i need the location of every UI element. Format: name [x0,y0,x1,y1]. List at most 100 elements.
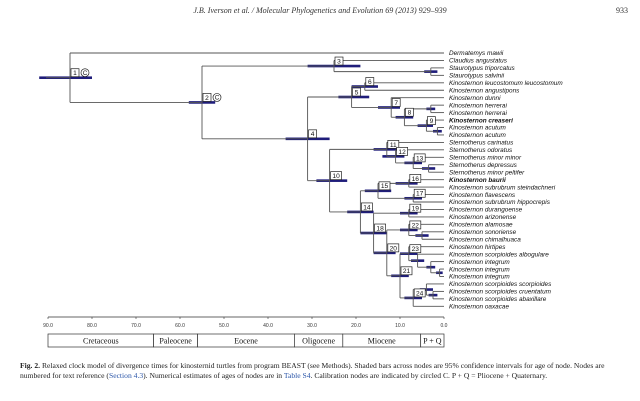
svg-text:17: 17 [416,191,424,198]
axis-tick-label: 80.0 [87,323,97,329]
svg-text:14: 14 [363,204,371,211]
svg-text:13: 13 [416,155,424,162]
taxon-label: Sternotherus minor minor [449,155,522,162]
svg-text:16: 16 [412,176,420,183]
taxon-label: Kinosternon durangoense [449,207,523,214]
svg-text:9: 9 [430,118,434,125]
svg-text:12: 12 [398,149,406,156]
taxon-label: Kinosternon acutum [449,125,507,132]
node-label-7: 7 [391,98,401,107]
taxon-label: Kinosternon scorpioides albogulare [449,251,549,258]
node-label-5: 5 [352,87,361,96]
node-label-16: 16 [409,174,422,183]
svg-text:2: 2 [205,95,209,102]
node-label-21: 21 [400,266,413,275]
taxon-label: Kinosternon dunni [449,95,501,102]
node-label-10: 10 [330,171,342,180]
calibration-marker: C [80,68,90,78]
svg-text:19: 19 [412,206,420,213]
axis-tick-label: 30.0 [307,323,317,329]
taxon-label: Kinosternon acutum [449,132,507,139]
taxon-label: Kinosternon herrerai [449,110,507,117]
svg-text:6: 6 [368,79,372,86]
node-label-3: 3 [334,56,344,65]
taxon-label: Sternotherus depressus [449,162,518,169]
table-link[interactable]: Table S4 [283,371,311,381]
axis-tick-label: 90.0 [43,323,53,329]
node-label-1: 1 [70,68,80,77]
epoch-label: Eocene [234,337,258,346]
taxon-label: Kinosternon scorpioides scorpioides [449,281,552,288]
taxon-label: Dermatemys mawii [449,50,504,57]
taxon-label: Kinosternon angustipons [449,87,520,94]
taxon-label: Kinosternon flavescens [449,192,516,199]
svg-text:7: 7 [394,100,398,107]
axis-tick-label: 0.0 [441,323,448,329]
caption-text-2: ). Numerical estimates of ages of nodes … [143,371,284,381]
taxon-label: Staurotypus salvinii [449,73,505,80]
node-label-4: 4 [308,129,317,138]
node-label-11: 11 [387,140,400,149]
node-label-15: 15 [378,181,391,190]
node-label-13: 13 [413,153,426,162]
axis-tick-label: 10.0 [395,323,405,329]
axis-tick-label: 50.0 [219,323,229,329]
node-label-17: 17 [413,188,426,198]
taxon-label: Kinosternon oaxacae [449,304,509,311]
svg-text:3: 3 [337,58,341,65]
node-label-19: 19 [409,203,422,213]
node-label-20: 20 [387,243,400,252]
svg-text:C: C [215,95,220,102]
epoch-label: Oligocene [302,337,335,346]
epoch-box [420,333,445,348]
axis-tick-label: 40.0 [263,323,273,329]
taxon-label: Kinosternon scorpioides cruentatum [449,289,552,296]
epoch-label: Paleocene [159,337,192,346]
section-link[interactable]: Section 4.3 [108,371,144,381]
svg-text:23: 23 [412,246,420,253]
svg-text:22: 22 [412,222,420,229]
taxon-label: Sternotherus odoratus [449,147,513,154]
svg-text:4: 4 [311,131,315,138]
taxon-label: Staurotypus triporcatus [449,65,516,72]
epoch-label: P + Q [423,337,442,346]
figure-caption: Fig. 2. Relaxed clock model of divergenc… [20,361,620,381]
taxon-label: Kinosternon integrum [449,259,510,266]
ci-bar [338,95,370,99]
taxon-label: Kinosternon integrum [449,266,510,273]
axis-tick-label: 60.0 [175,323,185,329]
node-label-23: 23 [409,244,422,253]
node-label-12: 12 [396,147,408,156]
taxon-label: Kinosternon scorpioides abaxillare [449,296,547,303]
time-axis: 90.0 80.0 70.0 60.0 50.0 40.0 30.0 20.0 10.0 0.0 C… [43,316,448,348]
svg-text:1: 1 [73,70,77,77]
svg-text:24: 24 [416,290,424,297]
taxon-label: Kinosternon subrubrum hippocrepis [449,199,551,206]
node-label-22: 22 [409,220,422,229]
calibration-marker: C [212,93,222,102]
taxon-label: Kinosternon integrum [449,274,510,281]
caption-text-1: Relaxed clock model of divergence times … [20,361,605,381]
taxon-label: Sternotherus minor peltifer [449,169,525,176]
node-label-8: 8 [405,107,414,117]
taxon-label: Kinosternon alamosae [449,222,513,229]
taxon-label: Kinosternon herrerai [449,102,507,109]
epoch-label: Cretaceous [83,337,119,346]
svg-text:20: 20 [390,245,398,252]
svg-text:10: 10 [332,173,340,180]
taxon-label: Kinosternon chimalhuaca [449,236,521,243]
node-label-14: 14 [361,202,373,211]
node-label-9: 9 [427,116,436,125]
axis-tick-label: 70.0 [131,323,141,329]
taxon-label: Claudius angustatus [449,58,508,65]
running-header: J.B. Iverson et al. / Molecular Phylogen… [0,6,640,20]
taxon-label: Kinosternon hirtipes [449,244,506,251]
taxon-label: Kinosternon baurii [449,177,506,184]
caption-label: Fig. 2. [20,361,41,370]
tree-branches [46,52,444,307]
node-labels: 1 C2 C345678910111213141516171819202221232… [70,56,436,297]
svg-text:8: 8 [408,110,412,117]
node-label-6: 6 [365,77,375,86]
